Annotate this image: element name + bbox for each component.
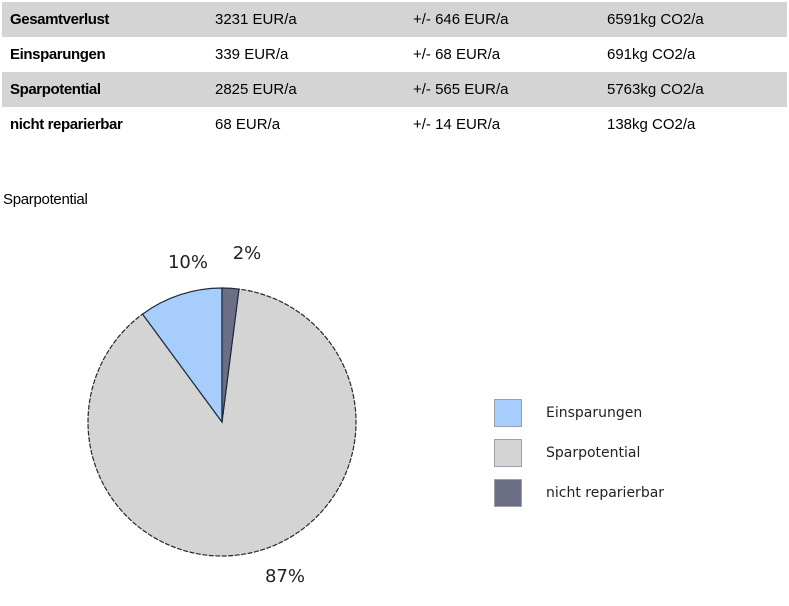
legend-label-sparpotential: Sparpotential	[546, 445, 641, 461]
row-range: +/- 68 EUR/a	[413, 46, 501, 63]
row-cost: 339 EUR/a	[215, 46, 289, 63]
legend-item-nicht-reparierbar: nicht reparierbar	[494, 478, 734, 508]
table-row: nicht reparierbar 68 EUR/a +/- 14 EUR/a 138…	[2, 107, 787, 142]
row-label: nicht reparierbar	[10, 116, 123, 133]
row-co2: 5763kg CO2/a	[607, 72, 787, 107]
pie-label-nicht-reparierbar: 2%	[233, 243, 262, 264]
row-cost: 3231 EUR/a	[215, 2, 413, 37]
chart-legend: Einsparungen Sparpotential nicht reparierb…	[494, 398, 734, 518]
pie-label-sparpotential: 87%	[265, 566, 305, 587]
legend-label-nicht-reparierbar: nicht reparierbar	[546, 485, 665, 501]
legend-item-einsparungen: Einsparungen	[494, 398, 734, 428]
row-cost: 2825 EUR/a	[215, 72, 413, 107]
summary-table-body: Gesamtverlust 3231 EUR/a +/- 646 EUR/a 6591…	[2, 2, 787, 142]
pie-slice-einsparungen	[141, 287, 223, 424]
row-label: Gesamtverlust	[2, 2, 215, 37]
row-range: +/- 14 EUR/a	[413, 116, 501, 133]
row-cost: 68 EUR/a	[215, 116, 281, 133]
legend-swatch-nicht-reparierbar	[494, 479, 522, 507]
summary-table: Gesamtverlust 3231 EUR/a +/- 646 EUR/a 6591…	[2, 2, 787, 142]
row-co2: 691kg CO2/a	[607, 46, 696, 63]
table-row: Sparpotential 2825 EUR/a +/- 565 EUR/a 5763…	[2, 72, 787, 107]
legend-swatch-sparpotential	[494, 439, 522, 467]
legend-item-sparpotential: Sparpotential	[494, 438, 734, 468]
table-row: Einsparungen 339 EUR/a +/- 68 EUR/a 691kg C…	[2, 37, 787, 72]
pie-label-einsparungen: 10%	[168, 252, 208, 273]
row-range: +/- 565 EUR/a	[413, 72, 607, 107]
row-range: +/- 646 EUR/a	[413, 2, 607, 37]
chart-section-title: Sparpotential	[3, 191, 88, 208]
row-label: Einsparungen	[10, 46, 106, 63]
row-co2: 6591kg CO2/a	[607, 2, 787, 37]
pie-slice-nicht-reparierbar	[221, 287, 240, 423]
legend-label-einsparungen: Einsparungen	[546, 405, 643, 421]
table-row: Gesamtverlust 3231 EUR/a +/- 646 EUR/a 6591…	[2, 2, 787, 37]
row-co2: 138kg CO2/a	[607, 116, 696, 133]
row-label: Sparpotential	[2, 72, 215, 107]
legend-swatch-einsparungen	[494, 399, 522, 427]
